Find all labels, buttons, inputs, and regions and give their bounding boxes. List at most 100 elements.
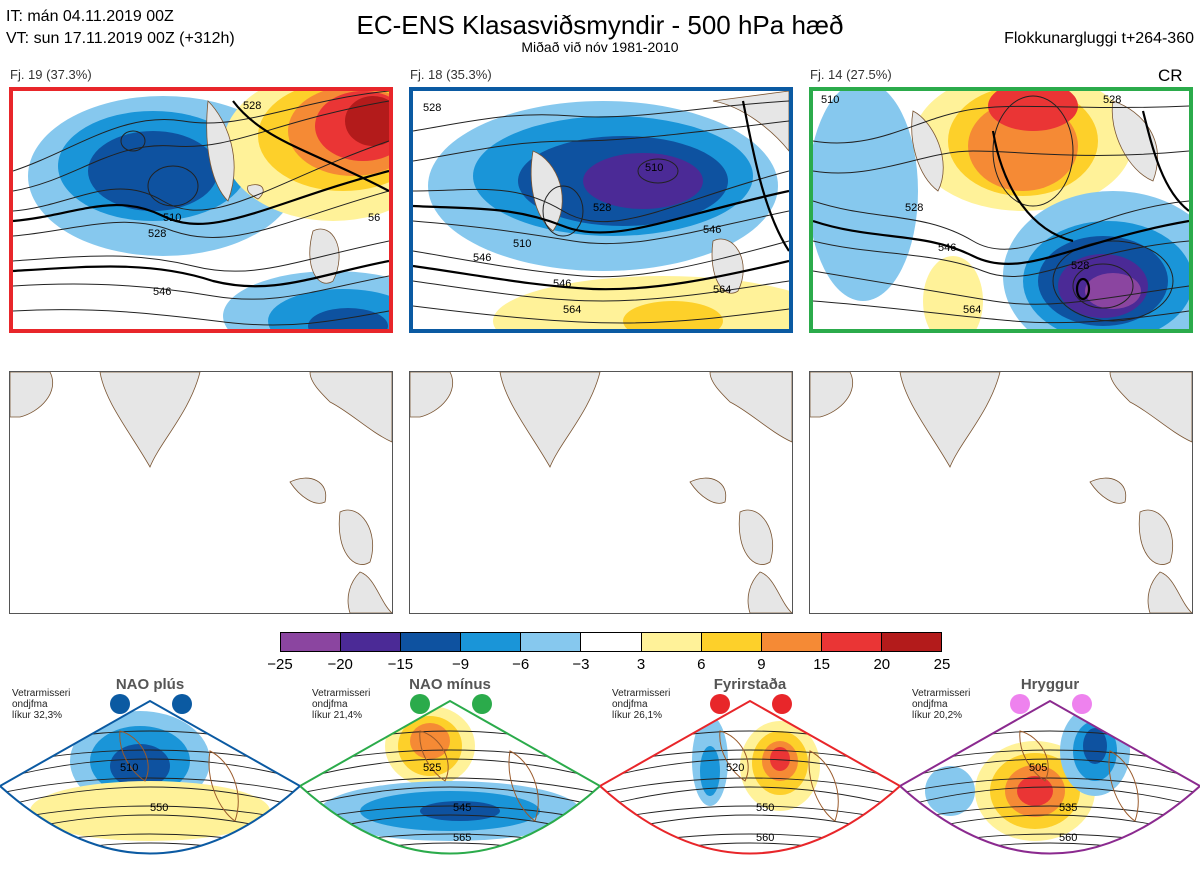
- regime-dot: [110, 694, 130, 714]
- thick-contours: [813, 110, 1189, 301]
- height-contour: [600, 758, 900, 780]
- height-contour: [600, 814, 900, 836]
- colorbar-tick-label: 15: [813, 656, 830, 673]
- height-contour: [900, 758, 1200, 780]
- anomaly-blob: [1010, 855, 1040, 867]
- coastline: [119, 730, 239, 822]
- contour-label: 546: [473, 252, 491, 264]
- contour-label: 528: [423, 102, 441, 114]
- regime-contour-label: 525: [423, 762, 441, 774]
- regime-note-line: ondjfma: [12, 699, 48, 710]
- regime-border: [900, 699, 1200, 855]
- cluster-2-map: 510 528 546 564 564 510 546 528 546: [409, 87, 793, 333]
- height-contour: [0, 758, 300, 780]
- cluster-3-map: 528 546 564 528 528 510: [809, 87, 1193, 333]
- coastline: [719, 730, 839, 822]
- height-contour: [300, 842, 600, 854]
- colorbar-tick-label: −3: [572, 656, 590, 673]
- colorbar-cell: [880, 633, 942, 651]
- regime-contour-label: 565: [453, 832, 471, 844]
- regime-border: [600, 699, 900, 855]
- cluster-1-label: Fj. 19 (37.3%): [10, 67, 92, 82]
- anomaly-blob: [700, 746, 720, 796]
- colorbar-tick-label: 20: [873, 656, 891, 673]
- regime-map: 505 535 560: [900, 699, 1200, 867]
- regime-4: Hryggur Vetrarmisseri ondjfma líkur 20,2% 50…: [900, 676, 1200, 871]
- regime-note-line: Vetrarmisseri: [312, 688, 371, 699]
- colorbar-cell: [760, 633, 821, 651]
- contour-label: 510: [821, 94, 839, 106]
- regime-note-line: líkur 20,2%: [912, 710, 963, 721]
- contour-label: 546: [703, 224, 721, 236]
- height-contour: [300, 786, 600, 808]
- height-contour: [600, 833, 900, 850]
- height-contours: [813, 95, 1189, 324]
- height-contour: [900, 777, 1200, 794]
- colorbar-tick-label: 3: [636, 656, 646, 673]
- regime-note: Vetrarmisseri ondjfma líkur 32,3%: [12, 688, 70, 721]
- regime-note-line: Vetrarmisseri: [12, 688, 71, 699]
- contour-label: 564: [963, 304, 981, 316]
- regime-dot: [1010, 694, 1030, 714]
- height-contour: [600, 805, 900, 822]
- cluster-1-map: 510 528 546 528 56: [9, 87, 393, 333]
- height-contour: [0, 842, 300, 854]
- coastline: [419, 730, 539, 822]
- contour-label: 528: [905, 202, 923, 214]
- regime-dot: [472, 694, 492, 714]
- height-contour: [300, 777, 600, 794]
- regime-title: NAO mínus: [409, 676, 491, 693]
- regime-contour-label: 535: [1059, 802, 1077, 814]
- anomaly-blob: [410, 723, 450, 759]
- anomaly-blob: [110, 744, 170, 788]
- cr-label: CR: [1158, 66, 1183, 85]
- colorbar-tick-label: −25: [267, 656, 293, 673]
- colorbar-cell: [460, 633, 521, 651]
- init-time: IT: mán 04.11.2019 00Z: [6, 8, 174, 25]
- valid-time: VT: sun 17.11.2019 00Z (+312h): [6, 30, 235, 47]
- colorbar-tick-label: −15: [387, 656, 414, 673]
- height-contour: [900, 786, 1200, 808]
- empty-map-3: [809, 371, 1193, 614]
- cluster-2-label: Fj. 18 (35.3%): [410, 67, 492, 82]
- anomaly-blob: [770, 747, 790, 771]
- regime-3: Fyrirstaða Vetrarmisseri ondjfma líkur 26,1…: [600, 676, 900, 871]
- height-contour: [600, 786, 900, 808]
- regime-title: Hryggur: [1020, 676, 1080, 693]
- height-contours: [13, 91, 389, 326]
- regime-dot: [1072, 694, 1092, 714]
- colorbar-cell: [580, 633, 641, 651]
- contour-label: 510: [163, 212, 181, 224]
- regime-note: Vetrarmisseri ondjfma líkur 21,4%: [312, 688, 370, 721]
- colorbar-tick-label: 25: [933, 656, 951, 673]
- height-contour: [900, 842, 1200, 854]
- contour-labels: 510 528 546 528 56: [148, 100, 380, 298]
- contour-label: 510: [645, 162, 663, 174]
- window-label: Flokkunargluggi t+264-360: [1004, 30, 1194, 47]
- regime-map: 520 550 560: [600, 699, 900, 855]
- land: [911, 100, 1158, 192]
- colorbar-cell: [340, 633, 401, 651]
- regime-contour-label: 545: [453, 802, 471, 814]
- regime-border: [0, 699, 300, 855]
- regime-note: Vetrarmisseri ondjfma líkur 20,2%: [912, 688, 970, 721]
- coastline: [1019, 730, 1139, 822]
- regime-contour-label: 560: [756, 832, 774, 844]
- regime-dot: [172, 694, 192, 714]
- contour-label: 528: [1071, 260, 1089, 272]
- thick-contours: [413, 100, 789, 291]
- regime-note-line: líkur 21,4%: [312, 710, 363, 721]
- thick-contours: [13, 100, 389, 288]
- height-contour: [600, 777, 900, 794]
- colorbar-tick-label: −20: [327, 656, 353, 673]
- colorbar-cell: [400, 633, 461, 651]
- regime-contour-label: 505: [1029, 762, 1047, 774]
- height-contour: [600, 842, 900, 854]
- colorbar-cell: [820, 633, 881, 651]
- contour-labels: 510 528 546 564 564 510 546 528 546: [423, 102, 731, 316]
- regime-title: NAO plús: [115, 676, 185, 693]
- anomaly-blob: [925, 766, 975, 816]
- colorbar-cell: [281, 633, 341, 651]
- regime-note-line: ondjfma: [912, 699, 948, 710]
- contour-label: 528: [1103, 94, 1121, 106]
